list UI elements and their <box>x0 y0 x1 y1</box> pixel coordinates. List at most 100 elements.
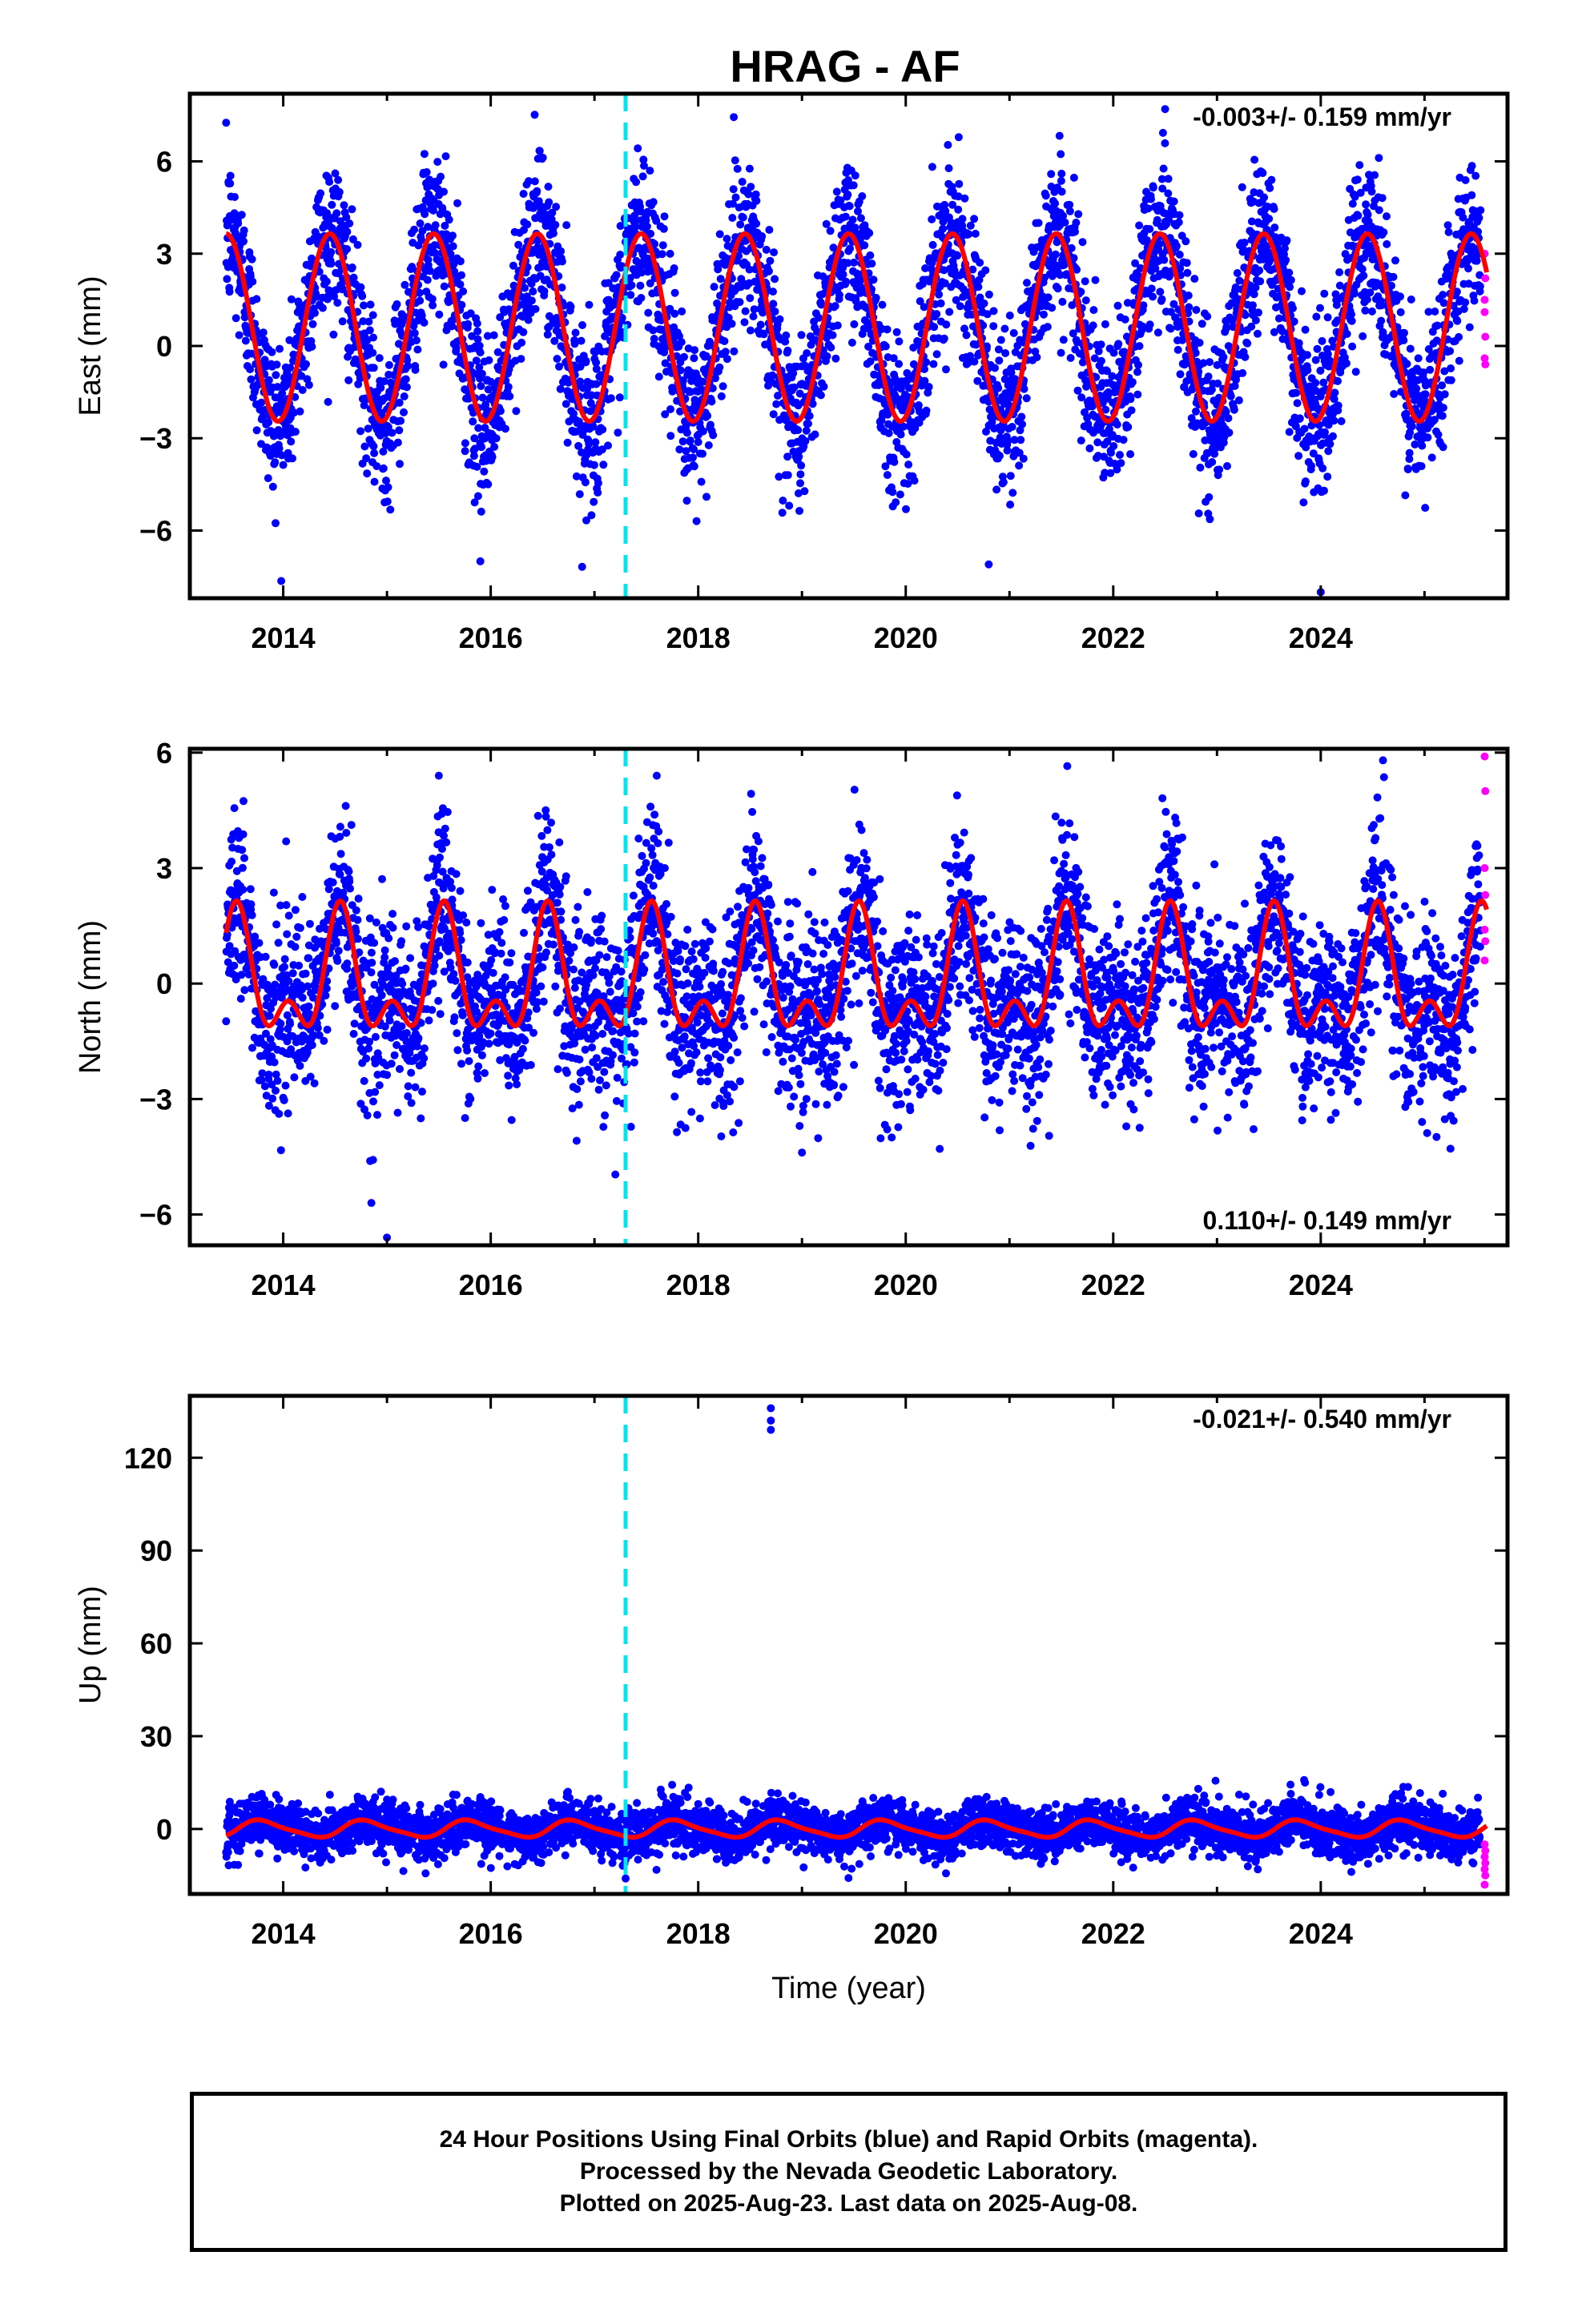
data-point <box>272 519 280 528</box>
data-point <box>921 264 930 272</box>
data-point <box>352 927 360 936</box>
data-point <box>1067 243 1076 252</box>
x-tick-label: 2018 <box>666 621 731 654</box>
data-point <box>843 191 852 199</box>
data-point <box>928 240 937 249</box>
data-point <box>1208 458 1217 466</box>
data-point <box>954 205 963 214</box>
data-point <box>1251 283 1260 292</box>
data-point <box>431 248 439 257</box>
data-point <box>1294 339 1303 348</box>
data-point <box>1061 218 1069 227</box>
data-point <box>1113 465 1121 474</box>
data-point <box>1342 330 1351 338</box>
data-point <box>316 189 325 198</box>
data-point <box>942 320 951 329</box>
data-point <box>490 443 499 451</box>
data-point <box>413 345 422 354</box>
data-point <box>271 458 280 467</box>
data-point <box>1164 175 1173 183</box>
data-point <box>474 424 483 432</box>
data-point <box>231 193 239 201</box>
data-point <box>340 928 349 937</box>
data-point <box>566 303 575 311</box>
data-point <box>720 337 729 345</box>
data-point <box>745 265 754 274</box>
data-point <box>305 919 314 928</box>
data-point <box>449 242 457 251</box>
data-point <box>1298 287 1306 296</box>
data-point <box>594 479 602 488</box>
data-point <box>936 299 945 308</box>
data-point <box>1074 210 1083 219</box>
data-point <box>922 406 931 415</box>
data-point <box>1318 336 1326 345</box>
data-point <box>1069 329 1077 338</box>
data-point <box>1256 277 1265 286</box>
data-point <box>368 311 377 320</box>
data-point <box>531 304 540 313</box>
data-point <box>363 469 372 478</box>
data-point <box>1439 291 1447 300</box>
data-point <box>1365 171 1373 179</box>
data-point <box>1175 211 1184 219</box>
data-point <box>582 516 590 525</box>
data-point <box>318 304 327 312</box>
data-point <box>796 470 805 479</box>
data-point <box>369 333 377 342</box>
data-point <box>1071 227 1079 236</box>
data-point <box>747 326 755 335</box>
data-point <box>860 241 869 250</box>
data-point <box>461 447 469 456</box>
data-point <box>473 327 482 336</box>
data-point <box>225 942 234 951</box>
data-point <box>581 478 590 487</box>
data-point <box>484 480 493 489</box>
data-point <box>960 194 969 203</box>
data-point <box>973 376 982 385</box>
data-point <box>475 341 484 350</box>
data-point <box>839 270 847 279</box>
data-point <box>1439 299 1448 308</box>
data-point <box>660 348 669 356</box>
data-point <box>376 384 385 392</box>
data-point <box>1041 191 1050 200</box>
data-point <box>1234 396 1243 404</box>
data-point <box>779 497 787 505</box>
data-point <box>1149 183 1157 192</box>
data-point <box>800 487 809 496</box>
data-point <box>308 1041 316 1049</box>
data-point <box>260 1082 269 1091</box>
data-point <box>1270 328 1278 336</box>
data-point <box>350 1019 359 1028</box>
data-point <box>1166 324 1175 333</box>
data-point <box>327 247 336 256</box>
data-point <box>343 227 352 236</box>
data-point <box>575 490 584 499</box>
data-point <box>316 1011 324 1020</box>
data-point <box>1249 301 1257 310</box>
data-point <box>1444 227 1453 236</box>
data-point <box>707 397 716 406</box>
data-point <box>1081 296 1090 305</box>
data-point <box>646 229 655 238</box>
data-point <box>661 410 670 419</box>
data-point <box>473 319 481 328</box>
data-point <box>795 389 804 398</box>
data-point <box>241 336 250 345</box>
data-point <box>1020 384 1029 393</box>
rate-annotation: -0.003+/- 0.159 mm/yr <box>1193 103 1451 131</box>
data-point <box>1438 381 1447 390</box>
data-point <box>470 434 479 443</box>
data-point <box>756 320 765 329</box>
data-point <box>240 854 248 862</box>
data-point <box>1048 304 1057 312</box>
data-point <box>365 1037 374 1046</box>
data-point <box>461 439 469 448</box>
data-point <box>658 241 667 250</box>
data-point <box>386 505 395 514</box>
data-point <box>808 400 817 408</box>
data-point <box>464 320 473 328</box>
data-point <box>1101 468 1109 477</box>
data-point <box>310 1079 319 1088</box>
